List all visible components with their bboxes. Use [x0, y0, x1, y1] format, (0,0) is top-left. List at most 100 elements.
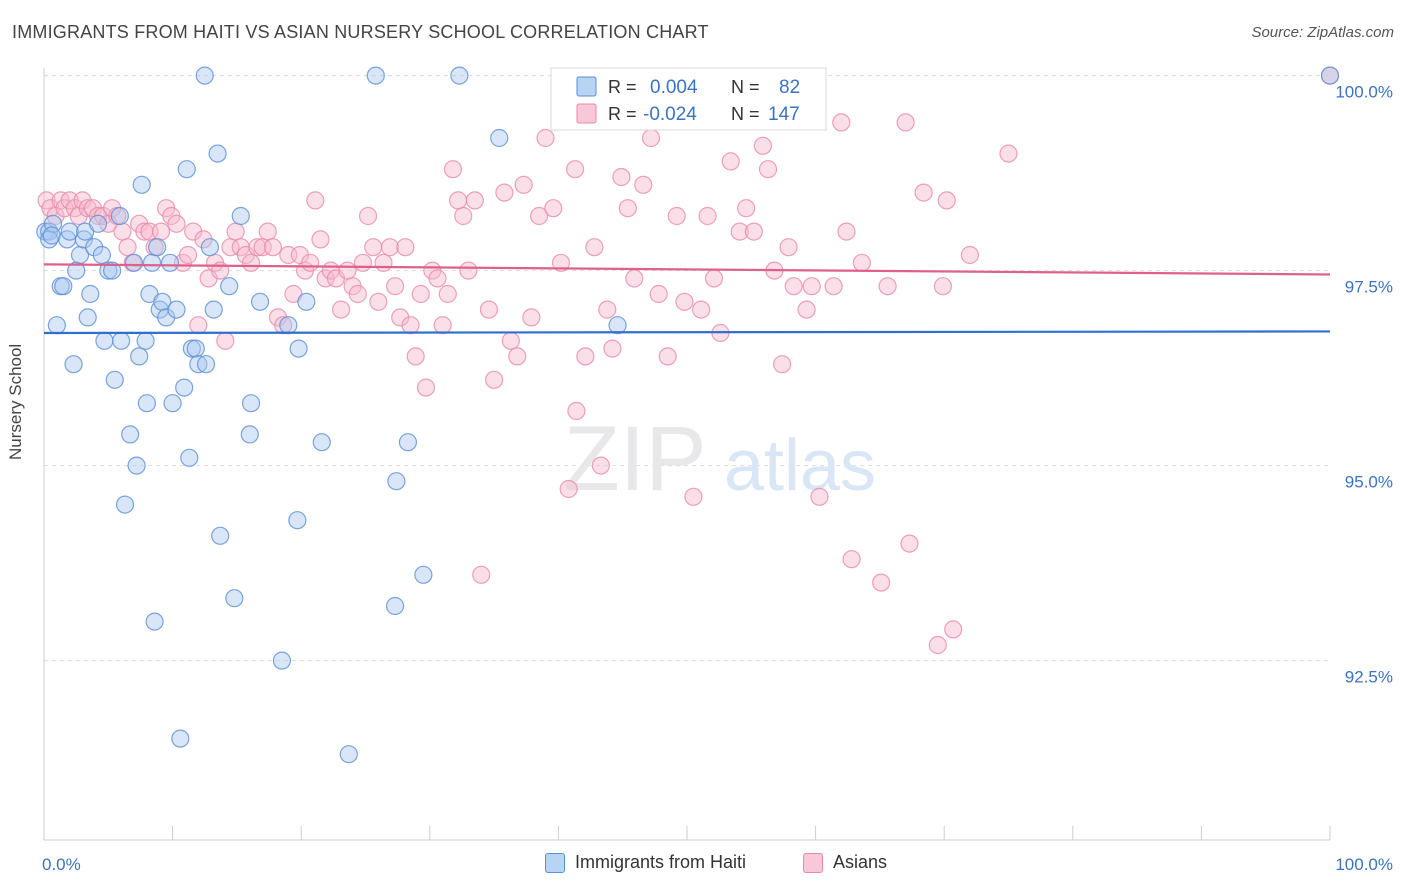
haiti-point-56: [211, 526, 230, 545]
haiti-point-64: [279, 316, 298, 335]
asians-point-91: [530, 206, 549, 226]
haiti-point-41: [160, 253, 180, 272]
haiti-point-27: [121, 425, 140, 444]
haiti-point-16: [81, 284, 100, 304]
legend-r-label-2: R =: [608, 104, 637, 124]
asians-point-70: [401, 316, 420, 335]
haiti-point-71: [385, 596, 405, 616]
haiti-swatch: [545, 852, 565, 873]
haiti-point-15: [78, 308, 97, 327]
asians-point-139: [914, 183, 933, 202]
asians-point-72: [411, 284, 430, 304]
asians-point-122: [758, 160, 778, 179]
haiti-point-42: [163, 394, 182, 413]
haiti-point-29: [127, 456, 146, 475]
asians-point-145: [999, 144, 1018, 163]
haiti-point-45: [175, 378, 194, 397]
bottom-legend-asians[interactable]: Asians: [803, 852, 887, 873]
gridlines: [44, 75, 1330, 662]
asians-point-110: [667, 206, 686, 226]
bottom-legend-haiti-label: Immigrants from Haiti: [575, 852, 747, 872]
asians-point-30: [189, 316, 208, 335]
asians-point-107: [641, 128, 661, 148]
asians-point-26: [167, 214, 186, 233]
asians-point-86: [495, 183, 514, 202]
haiti-point-43: [167, 300, 186, 319]
haiti-point-66: [289, 339, 308, 358]
haiti-point-25: [112, 331, 131, 350]
asians-point-125: [779, 238, 798, 257]
asians-point-100: [591, 456, 610, 475]
asians-point-137: [896, 113, 915, 132]
asians-trend-line: [43, 263, 1331, 276]
bottom-legend-asians-label: Asians: [833, 852, 888, 872]
asians-point-97: [567, 401, 586, 421]
asians-point-63: [364, 238, 383, 257]
asians-point-90: [522, 308, 541, 327]
haiti-point-69: [339, 745, 358, 764]
bottom-legend-haiti[interactable]: Immigrants from Haiti: [545, 852, 746, 873]
asians-swatch: [803, 852, 823, 873]
asians-point-75: [428, 269, 447, 288]
asians-point-129: [810, 487, 829, 506]
asians-point-88: [508, 347, 527, 366]
haiti-point-30: [130, 347, 149, 366]
legend-n-label-2: N =: [731, 104, 760, 124]
asians-point-130: [824, 277, 843, 296]
asians-point-111: [675, 292, 694, 311]
asians-point-103: [612, 167, 631, 187]
haiti-point-37: [148, 238, 167, 257]
legend-r-value-2: -0.024: [643, 104, 697, 125]
haiti-point-48: [182, 339, 201, 358]
haiti-point-35: [142, 253, 162, 272]
asians-point-37: [226, 222, 245, 241]
asians-point-118: [730, 222, 749, 241]
haiti-points: [36, 66, 1340, 764]
asians-points: [37, 66, 1340, 655]
asians-point-64: [369, 292, 388, 311]
asians-point-115: [704, 269, 724, 288]
asians-point-114: [698, 206, 717, 226]
asians-point-102: [603, 339, 622, 358]
asians-point-67: [385, 277, 405, 296]
asians-point-109: [658, 347, 677, 366]
asians-point-71: [406, 347, 425, 366]
haiti-point-22: [103, 261, 122, 280]
asians-point-117: [721, 152, 740, 171]
haiti-point-46: [177, 160, 196, 179]
asians-point-108: [649, 284, 668, 304]
asians-point-124: [773, 355, 792, 374]
haiti-point-65: [288, 511, 307, 530]
asians-point-65: [374, 253, 393, 272]
asians-point-44: [263, 238, 283, 257]
haiti-point-36: [145, 612, 164, 631]
haiti-point-5: [47, 316, 66, 335]
haiti-point-55: [208, 144, 227, 163]
asians-point-144: [960, 245, 980, 265]
asians-point-98: [576, 347, 595, 366]
asians-point-136: [878, 277, 897, 296]
haiti-point-18: [88, 214, 108, 233]
haiti-point-70: [366, 66, 385, 85]
haiti-point-59: [231, 206, 250, 226]
asians-point-113: [692, 300, 711, 319]
asians-point-95: [559, 479, 578, 499]
haiti-point-7: [54, 277, 73, 296]
asians-point-69: [396, 238, 415, 257]
asians-point-138: [900, 534, 919, 553]
haiti-point-9: [60, 222, 79, 241]
legend-swatch-haiti: [576, 76, 597, 97]
haiti-point-76: [490, 128, 509, 148]
bottom-legend: Immigrants from Haiti Asians: [0, 850, 1406, 880]
haiti-point-28: [124, 253, 144, 272]
haiti-point-61: [241, 394, 261, 413]
asians-point-66: [380, 238, 400, 257]
asians-point-53: [311, 230, 330, 249]
asians-point-40: [241, 253, 261, 272]
haiti-point-60: [240, 425, 259, 444]
asians-point-81: [459, 261, 478, 280]
asians-point-132: [837, 222, 856, 241]
haiti-point-19: [92, 245, 111, 265]
haiti-point-54: [204, 300, 223, 319]
